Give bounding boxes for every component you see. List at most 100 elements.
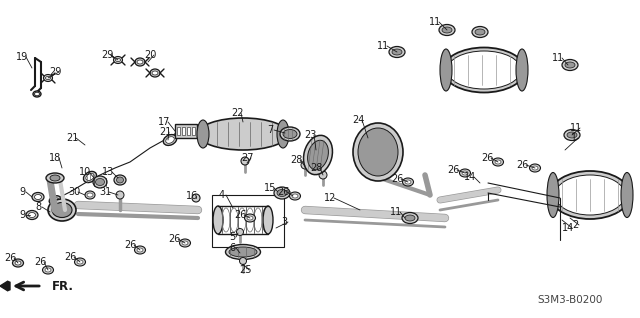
Ellipse shape [86,174,94,180]
Ellipse shape [26,211,38,219]
Ellipse shape [247,216,253,220]
Text: 26: 26 [481,153,493,163]
Text: 11: 11 [377,41,389,51]
Ellipse shape [244,214,255,222]
Ellipse shape [301,161,309,169]
Text: 29: 29 [101,50,113,60]
Text: 7: 7 [267,125,273,135]
Ellipse shape [113,57,122,64]
Text: 23: 23 [304,130,316,140]
Ellipse shape [197,120,209,148]
Text: 12: 12 [324,193,336,203]
Text: 26: 26 [124,240,136,250]
Ellipse shape [562,59,578,71]
Ellipse shape [555,175,625,215]
Text: 31: 31 [99,187,111,197]
Text: 18: 18 [49,153,61,163]
Text: 4: 4 [219,190,225,200]
Text: 20: 20 [144,50,156,60]
Ellipse shape [182,241,188,245]
Ellipse shape [567,132,577,138]
Ellipse shape [475,29,485,35]
Text: 3: 3 [281,217,287,227]
Ellipse shape [292,194,298,198]
Ellipse shape [225,245,260,259]
Ellipse shape [516,49,528,91]
Ellipse shape [45,77,51,80]
Bar [187,127,190,135]
Ellipse shape [447,51,521,89]
Ellipse shape [152,71,158,75]
Ellipse shape [50,175,60,181]
Ellipse shape [137,60,143,64]
Ellipse shape [166,137,174,143]
Text: 2: 2 [572,220,578,230]
Ellipse shape [532,166,538,170]
Ellipse shape [115,59,120,61]
Ellipse shape [179,239,191,247]
Text: 9: 9 [19,210,25,220]
Ellipse shape [319,171,327,179]
Ellipse shape [274,187,290,199]
Ellipse shape [137,248,143,252]
Ellipse shape [283,129,297,139]
Ellipse shape [95,178,104,185]
Text: 26: 26 [4,253,16,263]
Ellipse shape [46,173,64,183]
Text: 14: 14 [562,223,574,233]
Ellipse shape [135,58,145,66]
Ellipse shape [150,69,160,77]
Ellipse shape [116,191,124,199]
Text: 5: 5 [229,232,235,242]
Ellipse shape [116,177,124,183]
Text: 11: 11 [429,17,441,27]
Text: 26: 26 [516,160,528,170]
Text: 26: 26 [168,234,180,244]
Ellipse shape [49,196,61,204]
Ellipse shape [42,266,54,274]
Ellipse shape [460,169,470,177]
Ellipse shape [358,128,398,176]
Ellipse shape [87,193,93,197]
Ellipse shape [32,192,44,202]
Text: 19: 19 [16,52,28,62]
Bar [177,127,180,135]
Text: 27: 27 [241,153,253,163]
Text: 1: 1 [571,133,577,143]
Ellipse shape [52,198,58,202]
Ellipse shape [192,194,200,202]
Ellipse shape [134,246,145,254]
Bar [182,127,185,135]
Ellipse shape [13,259,24,267]
Ellipse shape [389,46,405,58]
Ellipse shape [550,171,630,219]
Ellipse shape [93,176,107,188]
Text: 11: 11 [390,207,402,217]
Text: 6: 6 [229,243,235,253]
Text: 11: 11 [552,53,564,63]
Ellipse shape [495,160,501,164]
Text: 25: 25 [239,265,252,275]
Ellipse shape [213,206,223,234]
Ellipse shape [439,24,455,36]
Text: 21: 21 [66,133,78,143]
Text: 22: 22 [231,108,243,118]
Ellipse shape [44,74,52,81]
Text: 30: 30 [68,187,80,197]
Ellipse shape [277,190,287,197]
Ellipse shape [45,268,51,272]
Ellipse shape [493,158,504,166]
Text: 17: 17 [158,117,170,127]
Ellipse shape [35,195,42,199]
Ellipse shape [229,247,257,257]
Ellipse shape [308,140,328,170]
Ellipse shape [15,261,21,265]
Ellipse shape [392,49,402,55]
Text: 15: 15 [264,183,276,193]
Text: 9: 9 [19,187,25,197]
Ellipse shape [280,127,300,141]
Ellipse shape [621,172,633,218]
Ellipse shape [443,47,525,93]
Ellipse shape [239,258,246,265]
Ellipse shape [35,92,40,96]
